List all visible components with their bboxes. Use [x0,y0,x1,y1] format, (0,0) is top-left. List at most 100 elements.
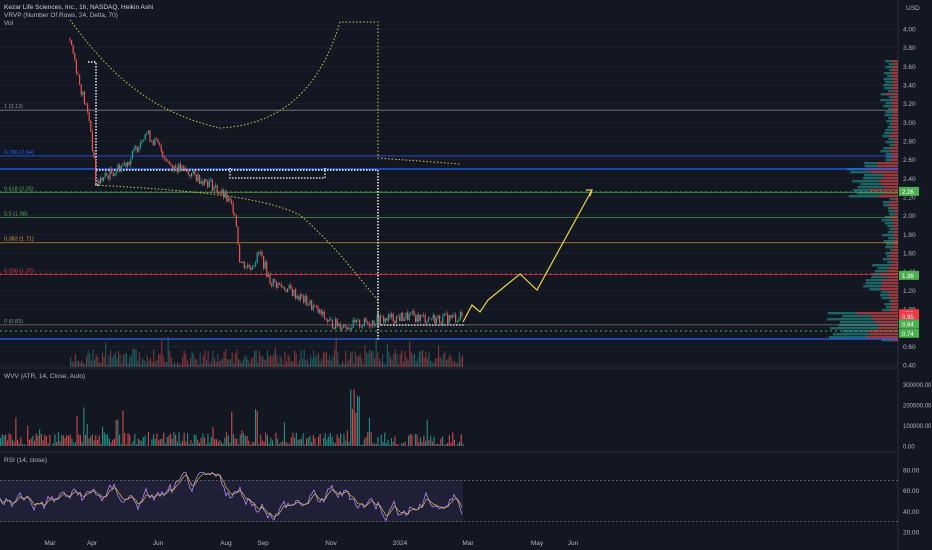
volume-bar [457,362,459,367]
wvv-bar [423,435,425,446]
volume-bar [444,351,446,367]
rsi-label[interactable]: RSI (14, close) [4,457,47,464]
time-axis-label: Mar [44,540,56,547]
vrvp-row-up [883,204,889,207]
volume-bar [186,360,188,367]
wvv-bar [15,417,17,446]
volume-bar [100,362,102,367]
vrvp-row-down [894,144,898,147]
candle-body [394,321,396,324]
wvv-bar [333,442,335,446]
volume-bar [217,354,219,367]
candle-body [107,175,109,180]
wvv-bar [52,442,54,446]
wvv-label[interactable]: WVV (ATR, 14, Close, Auto) [4,373,85,380]
volume-bar [108,355,110,367]
volume-bar [212,350,214,367]
wvv-bar [289,443,291,446]
volume-bar [180,364,182,367]
wvv-bar [397,444,399,446]
candle-body [331,319,333,328]
time-axis[interactable]: Mar Apr Jun Aug Sep Nov 2024 Mar May Jun [44,540,578,547]
candle-body [155,138,157,140]
candle-body [224,191,226,198]
volume-bar [183,350,185,367]
vrvp-row-up [880,294,889,297]
wvv-bar [176,441,178,446]
candle-body [301,294,303,297]
indicator-vrvp-label[interactable]: VRVP (Number Of Rows, 24, Delta, 70) [4,12,118,19]
vrvp-row-down [888,294,898,297]
volume-bar [383,363,385,367]
price-axis-label: 3.80 [903,45,916,52]
wvv-bar [110,442,112,446]
volume-bar [175,364,177,367]
projection-path[interactable] [462,189,593,323]
wvv-bar [59,441,61,446]
volume-bar [249,363,251,367]
wvv-bar [401,442,403,446]
wvv-bar [156,433,158,446]
price-axis-label: 1.80 [903,232,916,239]
candle-body [354,319,356,323]
candle-body [442,315,444,325]
fib-retracement[interactable]: 1 (3.13) 0.786 (2.64) 0.618 (2.25) 0.5 (1.9… [0,104,898,340]
candle-body [378,315,380,326]
candle-body [194,170,196,175]
volume-bar [239,360,241,367]
candle-body [450,315,452,318]
price-axis[interactable]: 4.00 3.80 3.60 3.40 3.20 3.00 2.80 2.60 2.40 2.20… [903,27,916,370]
candle-body [349,328,351,330]
candle-body [383,316,385,323]
wvv-bar [200,437,202,446]
volume-bar [370,351,372,367]
wvv-bar [350,389,352,446]
vrvp-row-down [892,246,898,249]
volume-bar [242,359,244,367]
wvv-bar [382,441,384,446]
wvv-bar [30,438,32,446]
candle-body [83,91,85,104]
wvv-bar [275,432,277,446]
wvv-bar [314,438,316,446]
wvv-bar [248,440,250,446]
vrvp-row-down [893,231,898,234]
wvv-bar [11,439,13,446]
vrvp-row-up [888,138,895,141]
wvv-bar [268,443,270,446]
candle-body [245,267,247,269]
vrvp-row-up [872,264,890,267]
wvv-bar [263,441,265,446]
candle-body [439,315,441,324]
volume-bar [294,350,296,367]
candle-body [381,315,383,317]
wvv-bar [297,439,299,446]
volume-bar [121,363,123,367]
volume-bar [246,356,248,367]
candle-body [136,146,138,152]
candle-body [215,185,217,187]
candle-body [191,173,193,177]
wvv-bar [368,417,370,446]
volume-bar [257,362,259,367]
box-outline [88,61,100,186]
volume-bar [326,351,328,367]
indicator-vol-label[interactable]: Vol [4,20,14,27]
wvv-bar [205,444,207,446]
candle-body [282,286,284,288]
candle-body [202,181,204,185]
vrvp-row-up [874,270,888,273]
vrvp-row-up [863,162,878,165]
wvv-bar [180,443,182,446]
volume-bar [170,357,172,367]
volume-bar [447,357,449,367]
volume-bar [391,359,393,367]
wvv-bar [130,444,132,446]
vrvp-row-up [864,174,884,177]
candle-body [341,327,343,330]
candle-body [133,148,135,151]
vrvp-row-up [882,234,893,237]
volume-bar [430,361,432,367]
candle-body [267,274,269,277]
